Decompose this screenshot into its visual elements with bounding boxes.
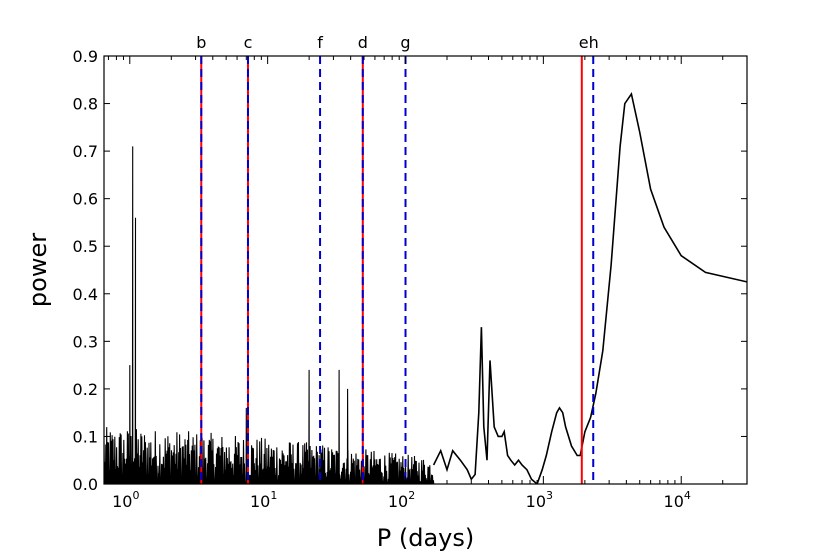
x-tick-label: 101 [250,489,277,511]
y-axis-title: power [24,233,52,307]
y-tick-label: 0.0 [73,475,98,494]
y-tick-label: 0.9 [73,47,98,66]
x-tick-label: 104 [664,489,691,511]
planet-label-g: g [400,33,410,52]
planet-label-d: d [358,33,368,52]
axes-frame [103,55,748,485]
x-tick-label: 102 [388,489,415,511]
plot-area [104,56,747,484]
periodogram-curve [432,92,747,484]
x-tick-label: 100 [112,489,139,511]
planet-label-b: b [196,33,206,52]
planet-label-eh: eh [579,33,599,52]
y-tick-label: 0.8 [73,95,98,114]
y-tick-label: 0.5 [73,237,98,256]
y-tick-label: 0.2 [73,380,98,399]
y-tick-label: 0.3 [73,332,98,351]
x-axis-title: P (days) [377,524,474,552]
y-tick-label: 0.6 [73,190,98,209]
periodogram-noise-line [104,146,435,484]
y-tick-label: 0.1 [73,427,98,446]
planet-label-c: c [244,33,253,52]
y-tick-label: 0.7 [73,142,98,161]
y-tick-label: 0.4 [73,285,98,304]
x-tick-label: 103 [526,489,553,511]
planet-label-f: f [317,33,323,52]
